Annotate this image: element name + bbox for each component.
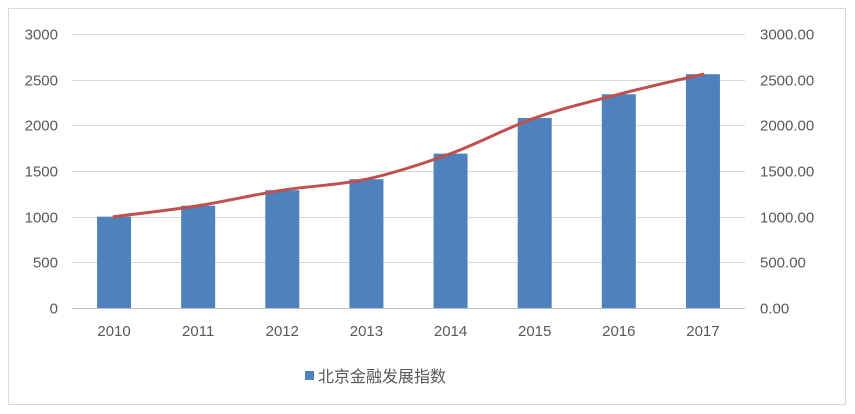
bar-2010 [97, 216, 132, 308]
y-right-tick-label: 2000.00 [760, 118, 814, 135]
line-series-group [112, 72, 705, 219]
y-left-tick-label: 3000 [25, 27, 58, 44]
y-left-tick-label: 2500 [25, 73, 58, 90]
x-tick-label: 2013 [350, 323, 383, 340]
bar-2014 [433, 153, 468, 308]
line-series [112, 72, 705, 219]
y-right-tick-label: 3000.00 [760, 27, 814, 44]
x-axis: 2010 2011 2012 2013 2014 2015 2016 2017 [72, 308, 745, 340]
y-left-tick-label: 1500 [25, 164, 58, 181]
bar-2015 [517, 118, 552, 308]
x-tick-label: 2010 [97, 323, 130, 340]
bar-2013 [349, 179, 384, 308]
legend-label: 北京金融发展指数 [318, 367, 446, 386]
x-tick-label: 2012 [266, 323, 299, 340]
right-axis: 0.00 500.00 1000.00 1500.00 2000.00 2500.00 30… [760, 27, 814, 318]
x-tick-label: 2011 [182, 323, 214, 340]
y-right-tick-label: 500.00 [760, 255, 806, 272]
y-left-tick-label: 500 [33, 255, 58, 272]
y-right-tick-label: 1500.00 [760, 164, 814, 181]
bar-2012 [265, 190, 300, 308]
y-right-tick-label: 1000.00 [760, 210, 814, 227]
left-axis: 0 500 1000 1500 2000 2500 3000 [25, 27, 58, 318]
x-tick-label: 2015 [518, 323, 551, 340]
y-right-tick-label: 2500.00 [760, 73, 814, 90]
y-left-tick-label: 0 [50, 301, 58, 318]
legend: 北京金融发展指数 [305, 367, 446, 386]
x-tick-label: 2014 [434, 323, 467, 340]
y-right-tick-label: 0.00 [760, 301, 789, 318]
x-tick-label: 2017 [686, 323, 719, 340]
y-left-tick-label: 2000 [25, 118, 58, 135]
bar-2017 [685, 74, 720, 308]
bar-2011 [181, 205, 216, 308]
legend-swatch [305, 371, 314, 380]
chart-border [8, 8, 846, 405]
bar-series [97, 74, 720, 308]
bar-2016 [601, 94, 636, 308]
x-tick-label: 2016 [602, 323, 635, 340]
y-left-tick-label: 1000 [25, 210, 58, 227]
